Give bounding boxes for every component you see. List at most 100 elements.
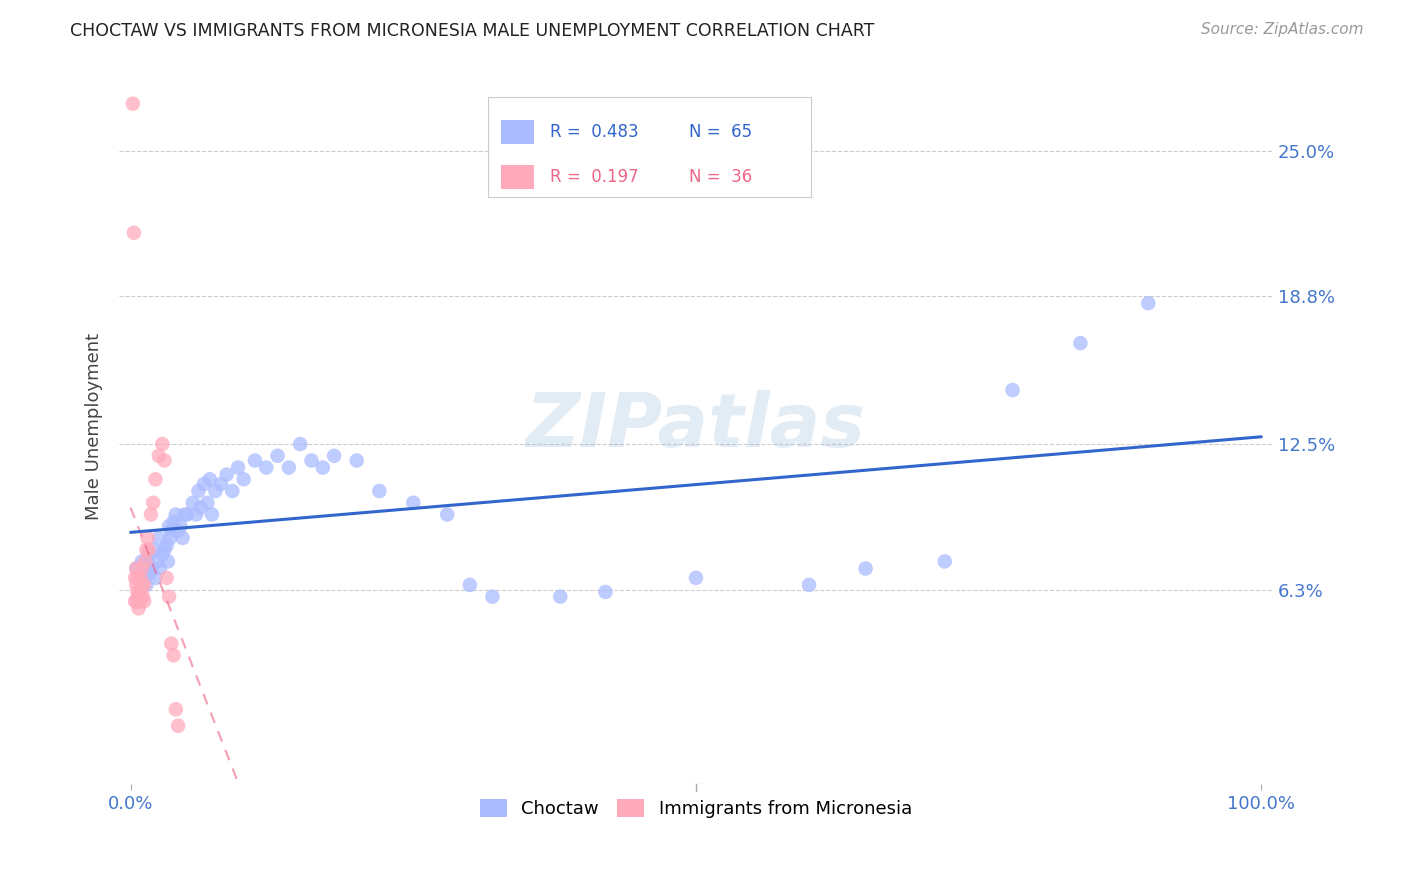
Point <box>277 460 299 475</box>
Point <box>153 542 176 557</box>
Point <box>215 467 238 482</box>
Point <box>548 590 571 604</box>
Point <box>165 508 187 522</box>
Point <box>186 508 208 522</box>
Point <box>172 531 194 545</box>
Point <box>1069 336 1091 351</box>
Point <box>145 571 167 585</box>
Point <box>134 578 156 592</box>
Point <box>162 648 184 663</box>
Point <box>128 590 150 604</box>
Point <box>139 566 162 581</box>
Point <box>135 542 157 557</box>
Point <box>312 460 335 475</box>
Point <box>232 472 254 486</box>
Point <box>138 542 160 557</box>
Point <box>121 96 143 111</box>
Point <box>132 590 155 604</box>
Text: Source: ZipAtlas.com: Source: ZipAtlas.com <box>1201 22 1364 37</box>
Point <box>167 719 190 733</box>
Point <box>138 548 160 562</box>
Point <box>221 483 243 498</box>
Point <box>124 594 146 608</box>
Point <box>323 449 346 463</box>
Point <box>436 508 458 522</box>
Point <box>181 496 204 510</box>
Point <box>173 508 195 522</box>
Point <box>190 500 212 515</box>
Point <box>149 561 172 575</box>
Point <box>162 515 184 529</box>
Point <box>167 524 190 538</box>
Point <box>266 449 288 463</box>
Point <box>209 477 232 491</box>
Point <box>934 554 956 568</box>
Point <box>148 531 170 545</box>
Point <box>128 601 150 615</box>
Point <box>1001 383 1024 397</box>
Point <box>481 590 503 604</box>
Point <box>131 578 153 592</box>
Point <box>176 508 198 522</box>
Point <box>146 554 169 568</box>
Point <box>346 453 368 467</box>
Point <box>254 460 277 475</box>
Point <box>197 496 219 510</box>
Point <box>129 571 152 585</box>
Point <box>156 571 179 585</box>
Point <box>402 496 425 510</box>
Point <box>160 637 183 651</box>
Point <box>135 578 157 592</box>
Point <box>127 585 149 599</box>
Point <box>458 578 481 592</box>
Point <box>157 519 180 533</box>
Point <box>157 590 180 604</box>
Point <box>595 585 617 599</box>
Point <box>131 554 153 568</box>
Point <box>134 566 156 581</box>
Point <box>193 477 215 491</box>
Point <box>201 508 224 522</box>
Point <box>160 524 183 538</box>
Point <box>204 483 226 498</box>
Point <box>134 554 156 568</box>
Point <box>136 531 159 545</box>
Point <box>156 554 179 568</box>
Point <box>226 460 249 475</box>
Point <box>797 578 820 592</box>
Point <box>301 453 323 467</box>
Point <box>148 449 170 463</box>
Point <box>685 571 707 585</box>
Point <box>145 472 167 486</box>
Point <box>128 594 150 608</box>
Point <box>156 538 179 552</box>
Point <box>128 585 150 599</box>
Point <box>159 531 181 545</box>
Point <box>131 561 153 575</box>
Point <box>368 483 391 498</box>
Point <box>125 561 148 575</box>
Point <box>124 571 146 585</box>
Point <box>139 561 162 575</box>
Point <box>142 542 165 557</box>
Point <box>127 571 149 585</box>
Point <box>150 437 173 451</box>
Point <box>1137 296 1160 310</box>
Point <box>125 594 148 608</box>
Point <box>150 548 173 562</box>
Point <box>855 561 877 575</box>
Point <box>290 437 312 451</box>
Point <box>122 226 145 240</box>
Point <box>142 496 165 510</box>
Point <box>125 578 148 592</box>
Point <box>129 590 152 604</box>
Legend: Choctaw, Immigrants from Micronesia: Choctaw, Immigrants from Micronesia <box>472 792 920 825</box>
Point <box>134 594 156 608</box>
Point <box>125 561 148 575</box>
Y-axis label: Male Unemployment: Male Unemployment <box>86 333 103 520</box>
Text: ZIPatlas: ZIPatlas <box>526 390 866 463</box>
Point <box>153 453 176 467</box>
Point <box>165 702 187 716</box>
Point <box>169 519 191 533</box>
Text: CHOCTAW VS IMMIGRANTS FROM MICRONESIA MALE UNEMPLOYMENT CORRELATION CHART: CHOCTAW VS IMMIGRANTS FROM MICRONESIA MA… <box>70 22 875 40</box>
